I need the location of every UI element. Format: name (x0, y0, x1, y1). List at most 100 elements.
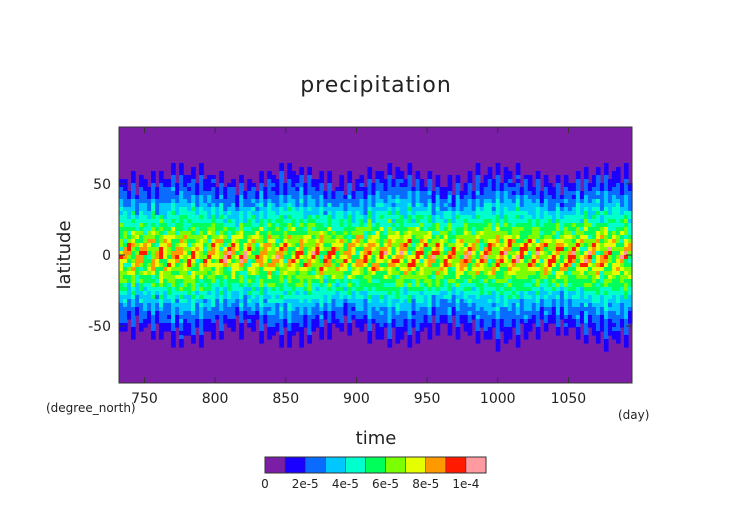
heatmap-cell (139, 207, 144, 212)
heatmap-cell (483, 331, 489, 336)
heatmap-cell (423, 283, 429, 288)
heatmap-cell (555, 299, 561, 304)
heatmap-cell (215, 231, 220, 236)
heatmap-cell (367, 267, 373, 272)
heatmap-cell (167, 259, 172, 264)
heatmap-cell (123, 231, 128, 236)
heatmap-cell (295, 223, 300, 228)
heatmap-cell (287, 179, 292, 184)
heatmap-cell (291, 251, 296, 256)
heatmap-cell (135, 307, 140, 312)
heatmap-cell (607, 231, 613, 236)
heatmap-cell (611, 259, 617, 264)
heatmap-cell (291, 195, 296, 200)
heatmap-cell (599, 231, 605, 236)
heatmap-cell (483, 215, 489, 220)
heatmap-cell (159, 211, 164, 216)
heatmap-cell (451, 227, 457, 232)
heatmap-cell (579, 315, 585, 320)
heatmap-cell (603, 315, 609, 320)
heatmap-cell (607, 267, 613, 272)
heatmap-cell (219, 303, 224, 308)
heatmap-cell (603, 231, 609, 236)
heatmap-cell (275, 207, 280, 212)
heatmap-cell (347, 287, 353, 292)
heatmap-cell (295, 179, 300, 184)
heatmap-cell (495, 319, 501, 324)
heatmap-cell (471, 311, 477, 316)
heatmap-cell (619, 283, 625, 288)
heatmap-cell (331, 271, 337, 276)
heatmap-cell (555, 195, 561, 200)
heatmap-cell (387, 251, 393, 256)
heatmap-cell (347, 291, 353, 296)
heatmap-cell (615, 283, 621, 288)
heatmap-cell (179, 239, 184, 244)
heatmap-cell (515, 199, 521, 204)
heatmap-cell (491, 267, 497, 272)
heatmap-cell (279, 299, 284, 304)
heatmap-cell (403, 267, 409, 272)
heatmap-cell (299, 331, 304, 336)
heatmap-cell (259, 287, 264, 292)
heatmap-cell (179, 255, 184, 260)
heatmap-cell (295, 271, 300, 276)
heatmap-cell (339, 267, 345, 272)
heatmap-cell (427, 215, 433, 220)
heatmap-cell (411, 203, 417, 208)
heatmap-cell (531, 255, 537, 260)
heatmap-cell (191, 247, 196, 252)
heatmap-cell (199, 319, 204, 324)
heatmap-cell (191, 267, 196, 272)
heatmap-cell (623, 291, 629, 296)
heatmap-cell (327, 255, 333, 260)
heatmap-cell (139, 199, 144, 204)
heatmap-cell (543, 279, 549, 284)
heatmap-cell (163, 323, 168, 328)
heatmap-cell (251, 235, 256, 240)
heatmap-cell (535, 295, 541, 300)
heatmap-cell (571, 303, 577, 308)
heatmap-cell (527, 287, 533, 292)
heatmap-cell (435, 307, 441, 312)
heatmap-cell (563, 215, 569, 220)
heatmap-cell (291, 175, 296, 180)
heatmap-cell (483, 271, 489, 276)
heatmap-cell (555, 259, 561, 264)
heatmap-cell (619, 251, 625, 256)
heatmap-cell (587, 315, 593, 320)
heatmap-cell (223, 235, 228, 240)
heatmap-cell (127, 279, 132, 284)
heatmap-cell (207, 203, 212, 208)
heatmap-cell (127, 311, 132, 316)
heatmap-cell (243, 267, 248, 272)
heatmap-cell (251, 199, 256, 204)
heatmap-cell (351, 267, 357, 272)
heatmap-cell (143, 239, 148, 244)
heatmap-cell (459, 251, 465, 256)
heatmap-cell (147, 263, 152, 268)
heatmap-cell (535, 335, 541, 340)
colorbar-swatch (385, 457, 406, 473)
heatmap-cell (391, 243, 397, 248)
heatmap-cell (183, 295, 188, 300)
heatmap-cell (239, 279, 244, 284)
heatmap-cell (163, 271, 168, 276)
heatmap-cell (395, 295, 401, 300)
heatmap-cell (371, 215, 377, 220)
heatmap-cell (483, 319, 489, 324)
heatmap-cell (535, 299, 541, 304)
heatmap-cell (179, 179, 184, 184)
heatmap-cell (515, 175, 521, 180)
heatmap-cell (563, 183, 569, 188)
heatmap-cell (603, 271, 609, 276)
heatmap-cell (215, 199, 220, 204)
heatmap-cell (135, 255, 140, 260)
heatmap-cell (615, 187, 621, 192)
heatmap-cell (183, 223, 188, 228)
heatmap-cell (487, 167, 493, 172)
heatmap-cell (195, 319, 200, 324)
heatmap-cell (359, 259, 365, 264)
heatmap-cell (519, 199, 525, 204)
heatmap-cell (243, 251, 248, 256)
